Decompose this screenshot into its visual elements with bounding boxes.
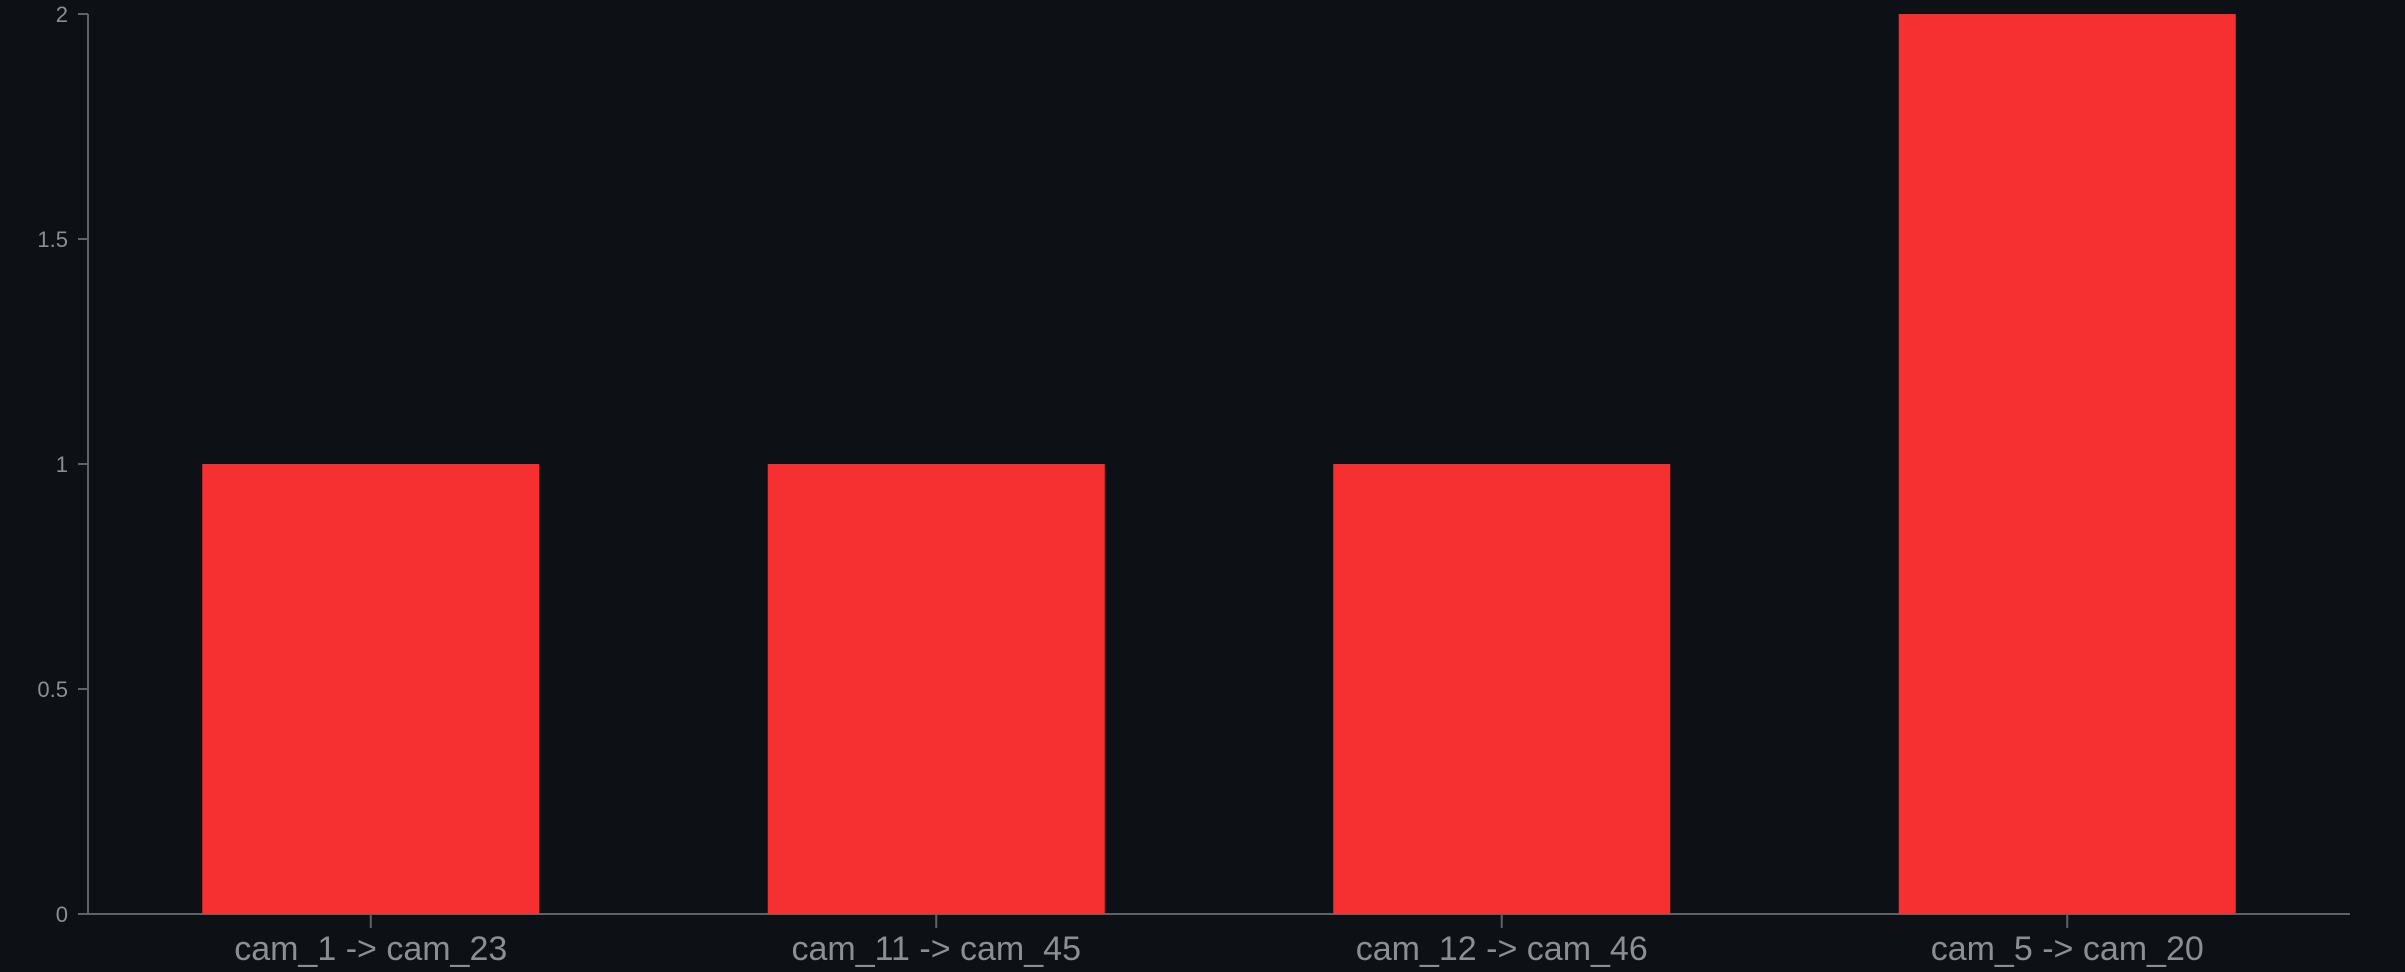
- y-tick-label: 0.5: [37, 677, 68, 702]
- bars: [202, 14, 2236, 914]
- bar: [202, 464, 540, 914]
- y-tick-label: 0: [56, 902, 68, 927]
- bar: [767, 464, 1105, 914]
- bar: [1898, 14, 2236, 914]
- y-tick-label: 1: [56, 452, 68, 477]
- bar: [1333, 464, 1671, 914]
- x-tick-label: cam_12 -> cam_46: [1356, 930, 1648, 968]
- x-tick-label: cam_5 -> cam_20: [1931, 930, 2204, 968]
- y-axis: 0 0.5 1 1.5 2: [37, 2, 89, 927]
- y-tick-label: 1.5: [37, 227, 68, 252]
- x-axis: cam_1 -> cam_23 cam_11 -> cam_45 cam_12 ->…: [88, 913, 2350, 968]
- x-tick-label: cam_1 -> cam_23: [234, 930, 507, 968]
- y-tick-label: 2: [56, 2, 68, 27]
- x-tick-label: cam_11 -> cam_45: [792, 930, 1081, 968]
